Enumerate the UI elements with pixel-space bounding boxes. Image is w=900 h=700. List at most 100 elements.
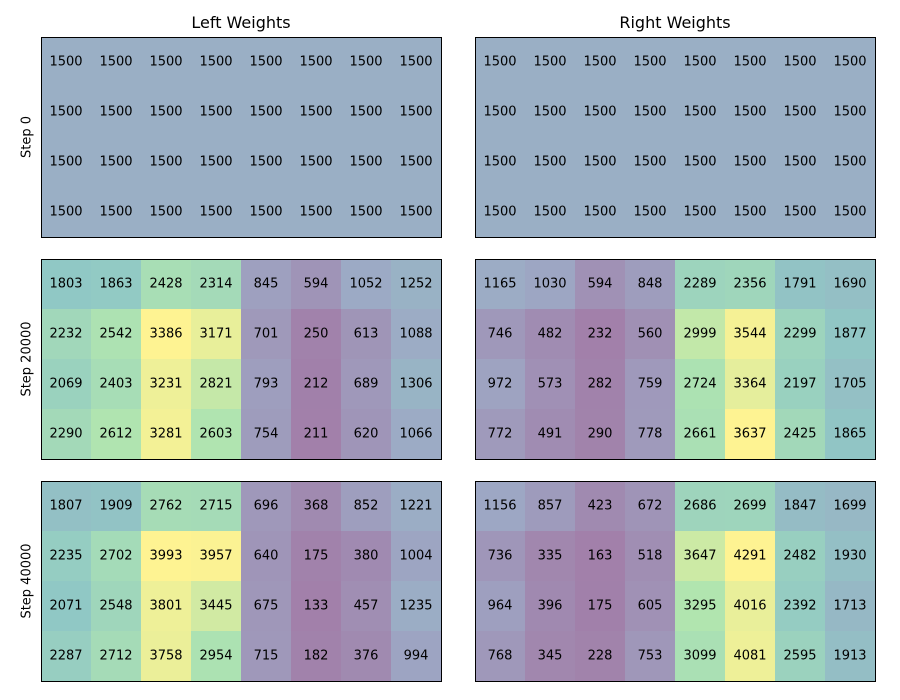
cell-value-left-1-3-7: 1066 — [399, 427, 432, 442]
cell-value-left-2-3-5: 182 — [304, 649, 329, 664]
cell-value-right-2-3-2: 228 — [588, 649, 613, 664]
cell-value-left-1-3-4: 754 — [254, 427, 279, 442]
heatmap-cell-left-1-1-2 — [141, 309, 191, 359]
cell-value-left-2-3-1: 2712 — [99, 649, 132, 664]
cell-value-right-0-1-4: 1500 — [683, 105, 716, 120]
cell-value-left-2-0-3: 2715 — [199, 499, 232, 514]
heatmap-cell-left-2-3-2 — [141, 631, 191, 681]
heatmap-cell-left-2-1-0 — [41, 531, 91, 581]
cell-value-left-0-1-0: 1500 — [49, 105, 82, 120]
heatmap-cell-left-1-2-0 — [41, 359, 91, 409]
cell-value-left-1-0-5: 594 — [304, 277, 329, 292]
panel-frame-left-1 — [41, 259, 442, 460]
heatmap-cell-left-1-0-2 — [141, 259, 191, 309]
heatmap-cell-right-1-2-5 — [725, 359, 775, 409]
heatmap-cell-left-1-1-5 — [291, 309, 341, 359]
cell-value-left-1-2-3: 2821 — [199, 377, 232, 392]
cell-value-right-0-0-7: 1500 — [833, 55, 866, 70]
cell-value-left-1-0-7: 1252 — [399, 277, 432, 292]
heatmap-cell-left-1-1-7 — [391, 309, 441, 359]
cell-value-left-2-1-4: 640 — [254, 549, 279, 564]
heatmap-cell-right-2-1-3 — [625, 531, 675, 581]
heatmap-cell-left-2-0-5 — [291, 481, 341, 531]
cell-value-right-0-2-2: 1500 — [583, 155, 616, 170]
heatmap-cell-left-2-1-7 — [391, 531, 441, 581]
heatmap-cell-left-0-3-3 — [191, 187, 241, 237]
cell-value-left-2-1-6: 380 — [354, 549, 379, 564]
cell-value-left-0-3-2: 1500 — [149, 205, 182, 220]
cell-value-left-0-1-3: 1500 — [199, 105, 232, 120]
heatmap-cell-left-2-2-5 — [291, 581, 341, 631]
heatmap-cell-left-1-0-4 — [241, 259, 291, 309]
cell-value-left-1-0-6: 1052 — [349, 277, 382, 292]
heatmap-cell-left-0-3-2 — [141, 187, 191, 237]
cell-value-right-2-3-3: 753 — [638, 649, 663, 664]
cell-value-left-1-3-2: 3281 — [149, 427, 182, 442]
heatmap-cell-right-2-2-7 — [825, 581, 875, 631]
heatmap-cell-right-0-3-1 — [525, 187, 575, 237]
cell-value-left-0-0-0: 1500 — [49, 55, 82, 70]
cell-value-right-1-2-2: 282 — [588, 377, 613, 392]
cell-value-right-1-0-6: 1791 — [783, 277, 816, 292]
heatmap-cell-right-1-1-4 — [675, 309, 725, 359]
heatmap-cell-right-0-0-0 — [475, 37, 525, 87]
heatmap-cell-right-0-1-1 — [525, 87, 575, 137]
panel-frame-left-0 — [41, 37, 442, 238]
cell-value-right-2-1-3: 518 — [638, 549, 663, 564]
cell-value-right-0-2-1: 1500 — [533, 155, 566, 170]
cell-value-left-2-3-4: 715 — [254, 649, 279, 664]
heatmap-cell-right-0-3-6 — [775, 187, 825, 237]
cell-value-left-1-3-0: 2290 — [49, 427, 82, 442]
cell-value-left-0-1-6: 1500 — [349, 105, 382, 120]
cell-value-left-0-3-7: 1500 — [399, 205, 432, 220]
heatmap-cell-left-1-0-7 — [391, 259, 441, 309]
cell-value-left-0-3-1: 1500 — [99, 205, 132, 220]
heatmap-cell-right-0-0-3 — [625, 37, 675, 87]
cell-value-left-2-3-6: 376 — [354, 649, 379, 664]
heatmap-cell-left-1-1-6 — [341, 309, 391, 359]
cell-value-left-0-2-3: 1500 — [199, 155, 232, 170]
heatmap-cell-right-1-1-6 — [775, 309, 825, 359]
heatmap-cell-left-2-1-4 — [241, 531, 291, 581]
cell-value-left-2-0-4: 696 — [254, 499, 279, 514]
heatmap-cell-right-2-3-3 — [625, 631, 675, 681]
heatmap-cell-left-2-2-2 — [141, 581, 191, 631]
heatmap-cell-left-1-2-7 — [391, 359, 441, 409]
heatmap-cell-right-1-2-7 — [825, 359, 875, 409]
heatmap-cell-right-0-1-0 — [475, 87, 525, 137]
heatmap-cell-right-2-2-5 — [725, 581, 775, 631]
heatmap-cell-left-0-3-4 — [241, 187, 291, 237]
heatmap-cell-right-1-3-0 — [475, 409, 525, 459]
cell-value-right-1-3-5: 3637 — [733, 427, 766, 442]
cell-value-left-1-0-1: 1863 — [99, 277, 132, 292]
heatmap-cell-right-1-1-1 — [525, 309, 575, 359]
heatmap-cell-left-0-2-4 — [241, 137, 291, 187]
heatmap-cell-left-2-1-3 — [191, 531, 241, 581]
cell-value-right-2-0-7: 1699 — [833, 499, 866, 514]
cell-value-right-0-0-3: 1500 — [633, 55, 666, 70]
cell-value-right-2-2-6: 2392 — [783, 599, 816, 614]
heatmap-cell-right-1-3-7 — [825, 409, 875, 459]
heatmap-cell-left-1-0-6 — [341, 259, 391, 309]
cell-value-right-0-3-5: 1500 — [733, 205, 766, 220]
cell-value-right-1-1-5: 3544 — [733, 327, 766, 342]
cell-value-left-2-1-3: 3957 — [199, 549, 232, 564]
cell-value-right-1-3-1: 491 — [538, 427, 563, 442]
row-label-1: Step 20000 — [20, 321, 35, 396]
cell-value-right-1-3-4: 2661 — [683, 427, 716, 442]
cell-value-right-2-3-7: 1913 — [833, 649, 866, 664]
cell-value-right-0-0-5: 1500 — [733, 55, 766, 70]
cell-value-left-1-2-4: 793 — [254, 377, 279, 392]
heatmap-cell-left-2-2-4 — [241, 581, 291, 631]
heatmap-cell-right-1-2-0 — [475, 359, 525, 409]
cell-value-right-0-3-4: 1500 — [683, 205, 716, 220]
heatmap-cell-left-1-0-0 — [41, 259, 91, 309]
heatmap-cell-left-0-1-5 — [291, 87, 341, 137]
cell-value-left-2-3-7: 994 — [404, 649, 429, 664]
cell-value-left-0-3-3: 1500 — [199, 205, 232, 220]
heatmap-cell-left-0-0-2 — [141, 37, 191, 87]
heatmap-cell-left-1-3-5 — [291, 409, 341, 459]
cell-value-right-1-2-6: 2197 — [783, 377, 816, 392]
heatmap-cell-left-1-2-1 — [91, 359, 141, 409]
